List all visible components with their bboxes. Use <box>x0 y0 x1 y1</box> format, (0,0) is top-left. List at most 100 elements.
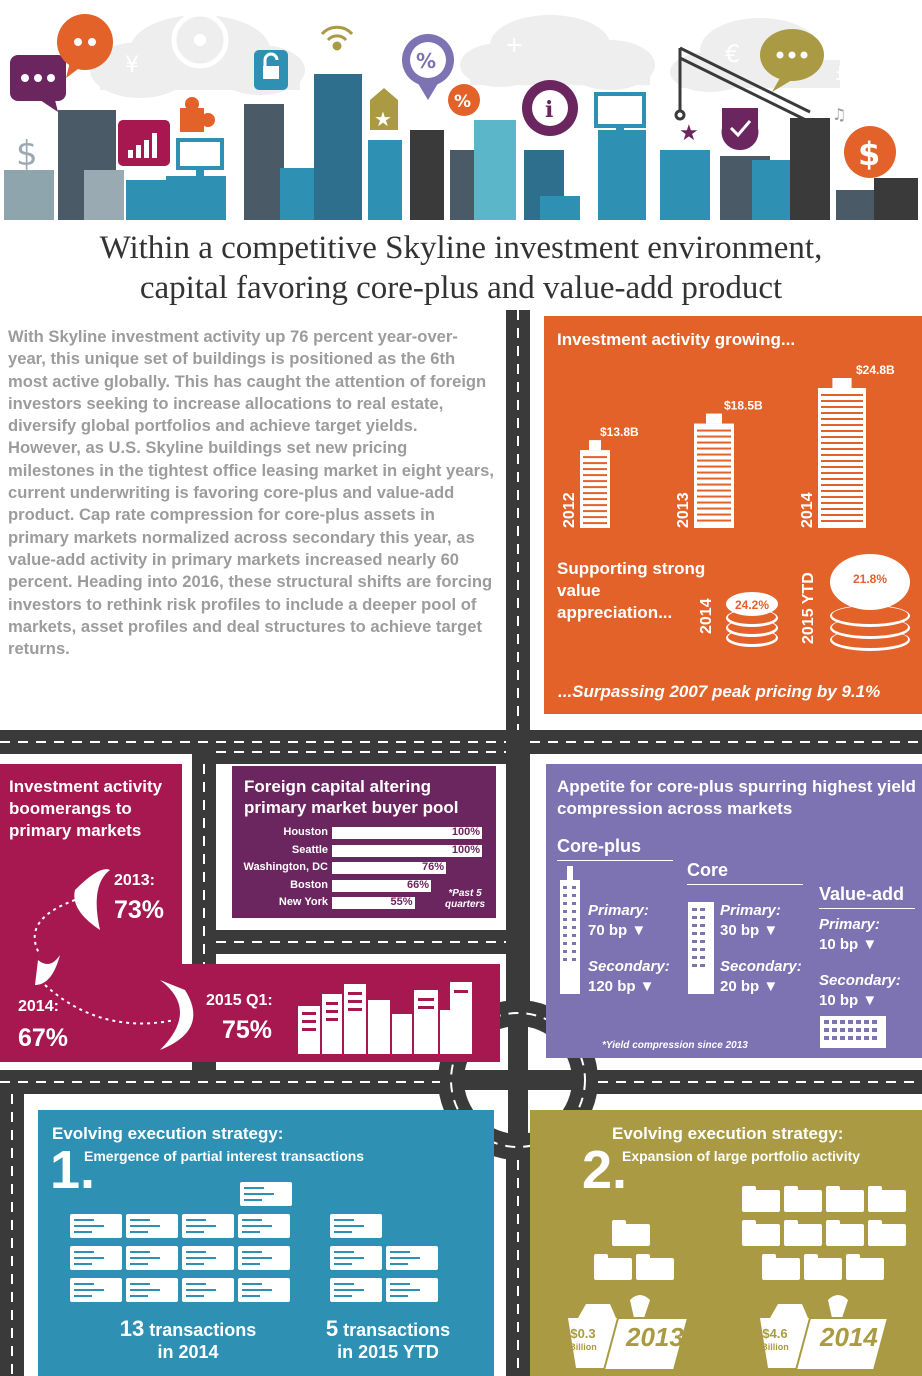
investment-heading: Investment activity growing... <box>557 330 796 349</box>
bag-2014-year: 2014 <box>820 1322 878 1352</box>
investment-bar <box>580 440 610 528</box>
investment-bar <box>694 413 734 528</box>
boomerang-2014-label: 2014: <box>18 998 59 1015</box>
money-bag-2013-icon <box>568 1295 690 1371</box>
supporting-text: Supporting strong value appreciation... <box>557 559 706 622</box>
foreign-note: *Past 5 quarters <box>444 888 485 910</box>
investment-bar-chart: $13.8B 2012 $18.5B 2013 $24.8B 2014 <box>561 363 895 528</box>
coin-value-label: 21.8% <box>852 572 888 586</box>
foreign-bar: 100% <box>332 844 482 857</box>
document-icon <box>126 1214 178 1238</box>
chat-bubble-icon <box>57 14 113 78</box>
foreign-city-label: Washington, DC <box>243 861 328 873</box>
coreplus-primary-value: 70 bp ▼ <box>588 922 647 939</box>
document-icon <box>70 1214 122 1238</box>
boomerang-icon <box>160 980 194 1050</box>
yen-icon: ¥ <box>125 53 139 78</box>
foreign-capital-panel: Foreign capital altering primary market … <box>232 766 496 918</box>
foreign-bar-value: 66% <box>406 878 429 891</box>
folder-icon <box>612 1220 650 1246</box>
foreign-bar: 100% <box>332 826 482 839</box>
document-icon <box>126 1246 178 1270</box>
svg-text:$: $ <box>858 135 880 173</box>
boomerang-2013-value: 73% <box>114 896 165 924</box>
coin-value-label: 24.2% <box>734 598 770 612</box>
coin-stack-icon <box>726 592 778 647</box>
investment-bar-label: $24.8B <box>856 363 895 377</box>
valueadd-building-icon <box>820 1016 886 1048</box>
svg-text:%: % <box>416 49 436 73</box>
peak-pricing-footer: ...Surpassing 2007 peak pricing by 9.1% <box>558 682 881 701</box>
buildings <box>4 74 918 220</box>
boomerang-icon <box>35 955 60 985</box>
crane-icon <box>674 46 811 124</box>
valueadd-secondary-value: 10 bp ▼ <box>819 992 878 1009</box>
core-building-icon <box>688 902 714 994</box>
folder-icon <box>762 1254 800 1280</box>
boomerang-icon <box>74 869 110 930</box>
folder-icon <box>784 1220 822 1246</box>
euro-icon: € <box>725 40 740 68</box>
info-icon: i <box>522 80 578 136</box>
bag-2013-unit: Billion <box>569 1342 597 1352</box>
foreign-bar: 55% <box>332 896 415 909</box>
city-buildings-icon <box>298 982 472 1054</box>
folder-icon <box>636 1254 674 1280</box>
left-word: transactions <box>149 1320 257 1340</box>
bag-2013-amount-group: $0.3 Billion <box>566 1327 600 1353</box>
bag-2013-year: 2013 <box>626 1322 684 1352</box>
coin-stack-icon <box>830 554 910 651</box>
bag-2014-amount: $4.6 <box>762 1326 788 1341</box>
monitor-icon <box>176 138 224 176</box>
folder-icon <box>846 1254 884 1280</box>
boomerang-graphic <box>33 869 194 1050</box>
strategy2-number: 2. <box>582 1140 628 1200</box>
folder-icon <box>594 1254 632 1280</box>
dollar-badge-icon: $ <box>844 126 896 178</box>
money-bag-2014-icon <box>760 1295 890 1371</box>
strategy1-subheading: Emergence of partial interest transactio… <box>84 1148 365 1164</box>
folder-icon <box>868 1220 906 1246</box>
document-icon <box>330 1246 382 1270</box>
foreign-heading: Foreign capital altering primary market … <box>244 777 459 817</box>
bag-2014-unit: Billion <box>761 1342 789 1352</box>
page-title: Within a competitive Skyline investment … <box>0 228 922 308</box>
skyline-illustration: ¥ + € £ $ ★ % % i $ ♫ ★ <box>4 11 918 220</box>
document-icon <box>330 1214 382 1238</box>
document-icon <box>386 1278 438 1302</box>
document-icon <box>238 1278 290 1302</box>
coreplus-primary-label: Primary: <box>588 902 649 919</box>
investment-activity-panel: Investment activity growing... $13.8B 201… <box>544 316 922 714</box>
coreplus-secondary-label: Secondary: <box>588 958 670 975</box>
percent-pin-icon: % <box>402 34 454 100</box>
document-icon <box>238 1246 290 1270</box>
valueadd-primary-value: 10 bp ▼ <box>819 936 878 953</box>
boomerang-heading: Investment activity boomerangs to primar… <box>9 777 163 840</box>
strategy2-panel: Evolving execution strategy: 2. Expansio… <box>530 1110 922 1376</box>
document-icon <box>238 1214 290 1238</box>
foreign-city-label: Boston <box>290 878 328 891</box>
valueadd-primary-label: Primary: <box>819 916 880 933</box>
bar-chart-icon <box>118 120 170 166</box>
boomerang-2015-label: 2015 Q1: <box>206 992 273 1009</box>
valueadd-title: Value-add <box>819 884 905 904</box>
document-icon <box>182 1214 234 1238</box>
chat-bubble-icon <box>760 29 824 92</box>
boomerang-panel <box>0 764 182 964</box>
foreign-city-label: Seattle <box>291 843 328 856</box>
monitor-icon <box>594 92 646 134</box>
strategy2-heading: Evolving execution strategy: <box>612 1124 844 1143</box>
investment-year-label: 2014 <box>799 492 816 528</box>
strategy1-number: 1. <box>50 1140 96 1200</box>
strategy1-panel: Evolving execution strategy: 1. Emergenc… <box>38 1110 494 1376</box>
document-icon <box>330 1278 382 1302</box>
chat-bubble-icon <box>10 55 66 112</box>
folder-icon <box>826 1186 864 1212</box>
puzzle-icon <box>180 97 215 132</box>
coreplus-secondary-value: 120 bp ▼ <box>588 978 655 995</box>
investment-bar-label: $13.8B <box>600 425 639 439</box>
gear-icon <box>171 11 229 69</box>
boomerang-2014-value: 67% <box>18 1024 69 1052</box>
foreign-city-label: Houston <box>283 826 328 838</box>
strategy2-subheading: Expansion of large portfolio activity <box>622 1148 861 1164</box>
